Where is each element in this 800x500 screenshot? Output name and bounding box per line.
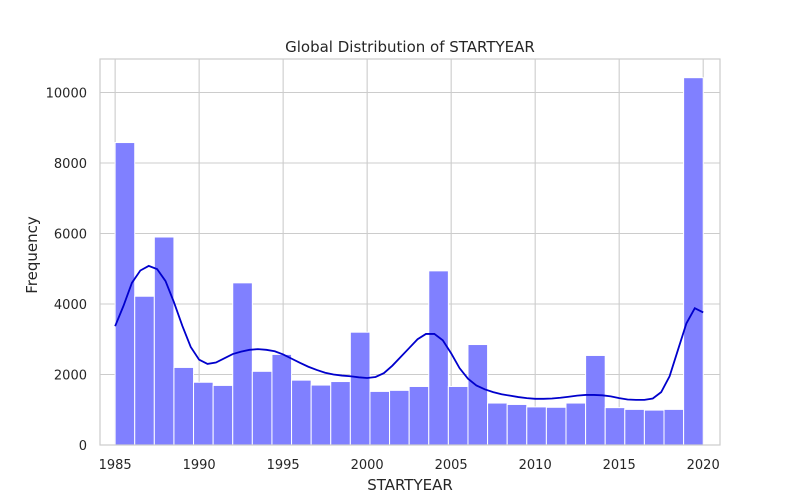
x-tick-label: 2015 <box>603 458 636 473</box>
histogram-bar <box>408 385 430 446</box>
plot-frame <box>99 58 721 446</box>
histogram-bar <box>683 77 704 446</box>
histogram-bar <box>604 407 626 446</box>
y-tick-labels: 0 2000 4000 6000 8000 10000 <box>46 86 87 454</box>
histogram-bar <box>271 353 293 446</box>
x-axis-title: STARTYEAR <box>367 476 453 494</box>
histogram-bar <box>545 406 567 446</box>
x-tick-label: 2000 <box>351 458 384 473</box>
histogram-bar <box>232 282 253 446</box>
x-tick-label: 2005 <box>435 458 468 473</box>
histogram-bar <box>643 409 665 446</box>
histogram-bar <box>663 408 685 446</box>
histogram-bar <box>585 354 606 446</box>
histogram-bar <box>487 402 508 446</box>
x-tick-label: 2010 <box>519 458 552 473</box>
histogram-bar <box>389 389 410 446</box>
histogram-bar <box>330 381 351 446</box>
x-tick-label: 1995 <box>267 458 300 473</box>
histogram-bar <box>251 370 273 446</box>
histogram-bar <box>114 142 136 446</box>
histogram-bar <box>369 390 391 446</box>
kde-curve <box>114 264 704 401</box>
histogram-bar <box>467 344 489 446</box>
chart-title: Global Distribution of STARTYEAR <box>285 38 535 56</box>
histogram-bar <box>624 408 645 446</box>
y-tick-label: 0 <box>79 439 87 454</box>
histogram-bar <box>349 331 371 446</box>
histogram-bar <box>173 366 195 446</box>
x-tick-label: 2020 <box>687 458 720 473</box>
x-tick-label: 1990 <box>183 458 216 473</box>
histogram-bar <box>310 384 332 446</box>
histogram-bar <box>193 381 214 446</box>
histogram-bar <box>565 402 587 446</box>
histogram-bar <box>134 295 155 446</box>
y-tick-label: 4000 <box>54 298 87 313</box>
histogram-bar <box>447 385 469 446</box>
histogram-bar <box>291 379 312 446</box>
x-tick-labels: 1985 1990 1995 2000 2005 2010 2015 2020 <box>99 458 720 473</box>
histogram-bar <box>212 384 234 446</box>
x-tick-label: 1985 <box>99 458 132 473</box>
histogram-bar <box>506 403 528 446</box>
y-tick-label: 2000 <box>54 368 87 383</box>
y-tick-label: 6000 <box>54 227 87 242</box>
y-tick-label: 10000 <box>46 86 87 101</box>
histogram-bar <box>526 406 547 446</box>
y-tick-label: 8000 <box>54 157 87 172</box>
y-axis-title: Frequency <box>23 216 41 294</box>
histogram-bar <box>428 270 449 446</box>
